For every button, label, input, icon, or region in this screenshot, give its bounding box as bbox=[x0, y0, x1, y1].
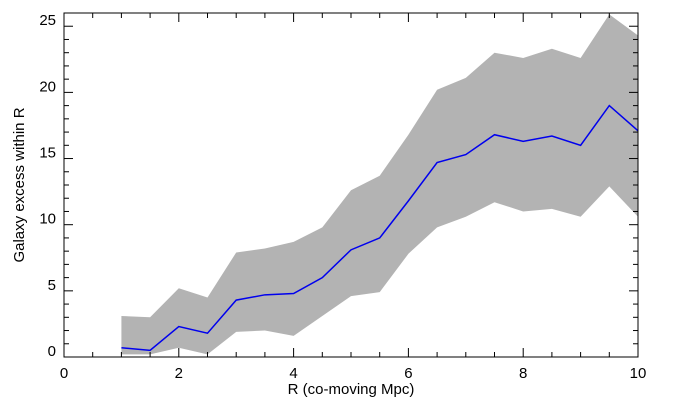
y-tick-label: 20 bbox=[39, 78, 56, 95]
y-tick-label: 15 bbox=[39, 145, 56, 162]
x-tick-label: 8 bbox=[519, 365, 527, 382]
y-axis-label: Galaxy excess within R bbox=[11, 107, 28, 262]
y-tick-label: 5 bbox=[48, 277, 56, 294]
x-tick-label: 6 bbox=[404, 365, 412, 382]
x-tick-label: 0 bbox=[60, 365, 68, 382]
x-tick-label: 10 bbox=[630, 365, 647, 382]
y-tick-label: 25 bbox=[39, 12, 56, 29]
line bbox=[121, 104, 639, 352]
x-tick-label: 2 bbox=[175, 365, 183, 382]
x-axis-label: R (co-moving Mpc) bbox=[288, 381, 415, 398]
y-tick-label: 10 bbox=[39, 211, 56, 228]
band bbox=[121, 14, 638, 355]
x-tick-label: 4 bbox=[289, 365, 297, 382]
y-tick-label: 0 bbox=[48, 343, 56, 360]
